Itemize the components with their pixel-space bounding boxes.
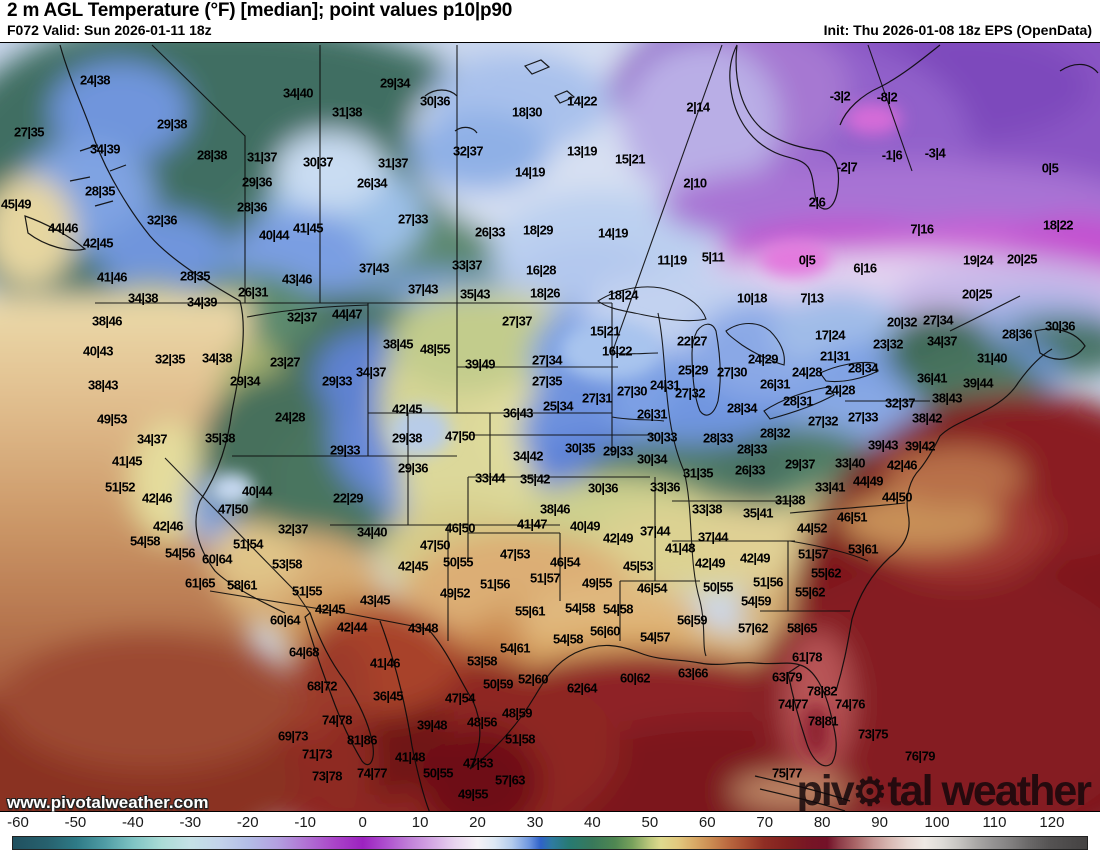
colorbar-tick: -40 xyxy=(122,814,144,831)
colorbar-tick: 70 xyxy=(756,814,774,831)
colorbar-tick: -60 xyxy=(7,814,29,831)
map-title: 2 m AGL Temperature (°F) [median]; point… xyxy=(7,0,513,21)
brand-text-right: tal weather xyxy=(887,767,1092,815)
map-canvas xyxy=(0,42,1100,812)
colorbar: -60 -50 -40 -30 -20 -10 0 10 20 30 40 50 60 70 80 90 100… xyxy=(0,812,1100,850)
website-watermark: www.pivotalweather.com xyxy=(7,793,209,812)
colorbar-tick: -20 xyxy=(236,814,259,831)
colorbar-tick: -30 xyxy=(179,814,202,831)
colorbar-tick: 110 xyxy=(982,814,1007,831)
colorbar-tick: 10 xyxy=(411,814,429,831)
gear-icon: ⚙ xyxy=(852,771,888,814)
state-borders xyxy=(95,44,930,657)
valid-time: F072 Valid: Sun 2026-01-11 18z xyxy=(7,22,212,38)
header: 2 m AGL Temperature (°F) [median]; point… xyxy=(0,0,1100,42)
brand-watermark: piv⚙tal weather xyxy=(796,767,1092,815)
colorbar-tick: -10 xyxy=(294,814,317,831)
init-time: Init: Thu 2026-01-08 18z EPS (OpenData) xyxy=(823,22,1092,38)
colorbar-tick: 40 xyxy=(584,814,601,831)
colorbar-strip xyxy=(12,836,1088,850)
temperature-blobs xyxy=(0,43,1100,811)
colorbar-tick: 30 xyxy=(526,814,544,831)
brand-text-left: piv xyxy=(796,767,855,815)
colorbar-tick: 50 xyxy=(641,814,659,831)
colorbar-tick: 20 xyxy=(469,814,486,831)
temperature-field xyxy=(0,43,1100,811)
colorbar-tick: -50 xyxy=(64,814,87,831)
colorbar-tick: 0 xyxy=(358,814,367,831)
colorbar-tick: 60 xyxy=(698,814,716,831)
colorbar-tick: 120 xyxy=(1039,814,1065,831)
colorbar-tick: 100 xyxy=(924,814,950,831)
colorbar-tick: 80 xyxy=(813,814,831,831)
great-lakes xyxy=(597,286,879,420)
colorbar-tick: 90 xyxy=(871,814,888,831)
coastlines xyxy=(24,44,1099,811)
temperature-accents xyxy=(210,103,901,757)
